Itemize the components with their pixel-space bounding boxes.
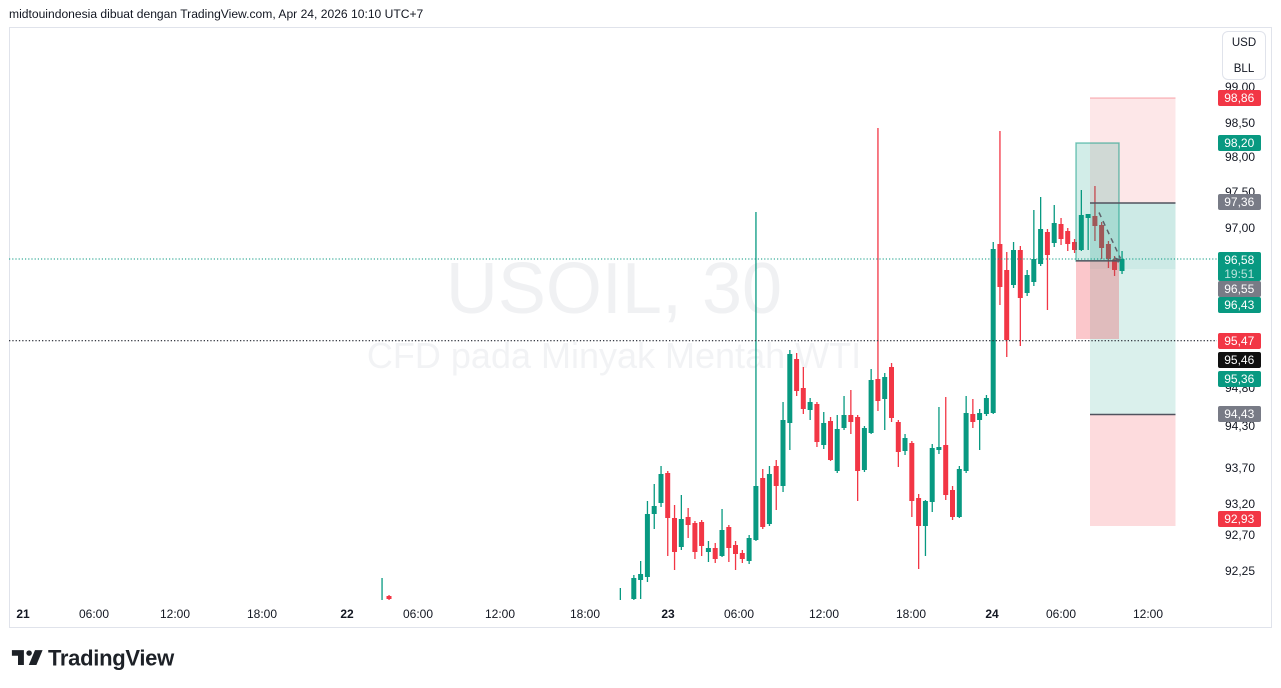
svg-text:TradingView: TradingView — [48, 646, 175, 671]
svg-text:CFD pada Minyak Mentah WTI: CFD pada Minyak Mentah WTI — [367, 335, 861, 376]
svg-text:USOIL, 30: USOIL, 30 — [446, 249, 782, 329]
